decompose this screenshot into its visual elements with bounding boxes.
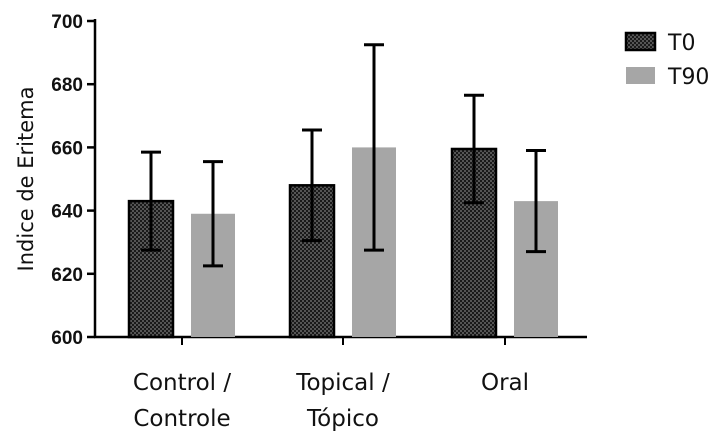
y-tick-label: 700 [51, 12, 83, 33]
x-category-label: Tópico [306, 406, 379, 432]
y-tick-label: 600 [51, 328, 83, 349]
y-axis-title: Indice de Eritema [14, 87, 38, 272]
legend-swatch-t0 [624, 31, 657, 52]
y-tick-label: 620 [51, 265, 83, 286]
x-category-label: Control / [133, 370, 231, 396]
x-category-label: Controle [133, 406, 230, 432]
y-tick-label: 640 [51, 202, 83, 223]
labels-layer: 600 620 640 660 680 700 Indice de Eritema Contr… [14, 12, 529, 432]
y-tick-label: 660 [51, 138, 83, 159]
y-tick-label: 680 [51, 75, 83, 96]
x-category-label: Topical / [295, 370, 390, 396]
axes [87, 19, 587, 345]
x-category-label: Oral [481, 370, 529, 396]
error-bars-layer [141, 43, 546, 268]
bars-layer [127, 147, 558, 339]
legend-label-t90: T90 [667, 65, 709, 90]
legend-label-t0: T0 [667, 31, 695, 56]
legend-swatch-t90 [626, 67, 655, 84]
